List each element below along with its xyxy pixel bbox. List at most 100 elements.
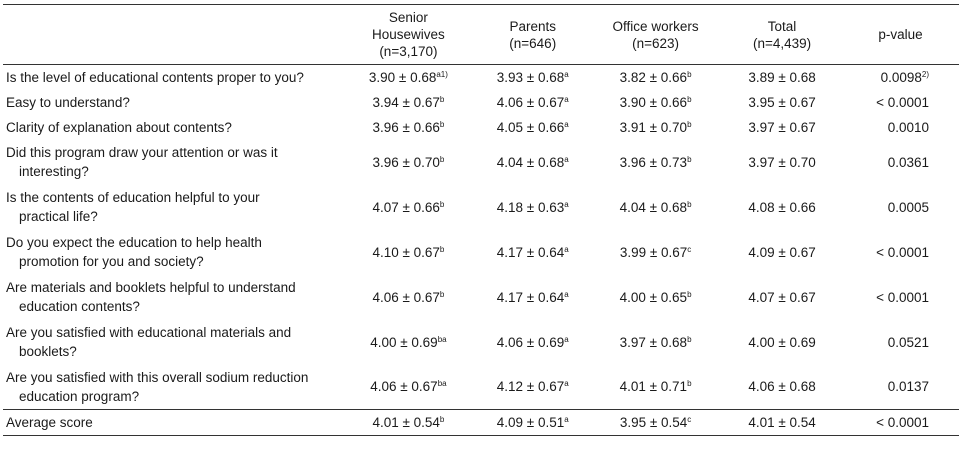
value-cell: 3.96 ± 0.66b	[340, 115, 476, 140]
p-value-cell: < 0.0001	[842, 410, 959, 436]
superscript-note: b	[439, 94, 445, 104]
mean-sd: 4.17 ± 0.64	[496, 289, 565, 305]
value-cell: 3.90 ± 0.68a1)	[340, 65, 476, 90]
column-header-line: Total	[767, 18, 797, 34]
column-header-line: p-value	[878, 27, 923, 42]
superscript-note: c	[687, 244, 692, 254]
mean-sd: 4.09 ± 0.67	[748, 244, 816, 260]
value-cell: 4.07 ± 0.67	[722, 275, 842, 320]
question-cell: Are you satisfied with educational mater…	[3, 320, 340, 365]
value-cell: 4.06 ± 0.67ba	[340, 365, 476, 410]
value-cell: 4.01 ± 0.71b	[589, 365, 722, 410]
mean-sd: 3.97 ± 0.68	[619, 334, 688, 350]
mean-sd: 3.91 ± 0.70	[619, 119, 688, 135]
column-header-office-workers: Office workers (n=623)	[589, 5, 722, 65]
superscript-note: a	[564, 415, 569, 424]
question-text: Are you satisfied with this overall sodi…	[6, 369, 309, 385]
superscript-note: b	[687, 119, 692, 129]
question-text: Clarity of explanation about contents?	[6, 119, 232, 135]
question-cell: Easy to understand?	[3, 90, 340, 115]
mean-sd: 4.12 ± 0.67	[496, 379, 565, 395]
value-cell: 4.04 ± 0.68b	[589, 185, 722, 230]
value-cell: 4.01 ± 0.54	[722, 410, 842, 436]
mean-sd: 4.07 ± 0.67	[748, 289, 816, 305]
table-row: Clarity of explanation about contents? 3.…	[3, 115, 959, 140]
question-cell: Did this program draw your attention or …	[3, 140, 340, 185]
value-cell: 4.08 ± 0.66	[722, 185, 842, 230]
question-text: interesting?	[19, 164, 89, 179]
table-row: Easy to understand? 3.94 ± 0.67b 4.06 ± 0.…	[3, 90, 959, 115]
table-row: Are you satisfied with educational mater…	[3, 320, 959, 365]
question-text: Easy to understand?	[6, 94, 130, 110]
value-cell: 4.07 ± 0.66b	[340, 185, 476, 230]
question-text: Do you expect the education to help heal…	[6, 235, 262, 250]
value-cell: 3.94 ± 0.67b	[340, 90, 476, 115]
column-header-line: (n=646)	[509, 35, 557, 51]
question-text: Are you satisfied with educational mater…	[6, 325, 292, 340]
table-row: Are materials and booklets helpful to un…	[3, 275, 959, 320]
value-cell: 3.95 ± 0.54c	[589, 410, 722, 436]
p-value-cell: 0.0005	[842, 185, 959, 230]
table-header: Senior Housewives (n=3,170) Parents (n=646) O…	[3, 4, 959, 65]
superscript-note: b	[439, 289, 445, 299]
question-text: Are materials and booklets helpful to un…	[6, 280, 296, 295]
column-header-line: Office workers	[612, 18, 699, 34]
p-value-cell: 0.00982)	[842, 65, 959, 90]
mean-sd: 3.97 ± 0.70	[748, 154, 816, 170]
question-cell: Are you satisfied with this overall sodi…	[3, 365, 340, 410]
p-value: < 0.0001	[876, 244, 929, 260]
superscript-note: a1)	[436, 69, 448, 79]
value-cell: 4.06 ± 0.67b	[340, 275, 476, 320]
question-text: booklets?	[19, 344, 77, 359]
column-header-line: (n=3,170)	[379, 44, 438, 59]
value-cell: 4.04 ± 0.68a	[476, 140, 589, 185]
superscript-note: b	[439, 244, 445, 254]
p-value-cell: 0.0521	[842, 320, 959, 365]
p-value: 0.0010	[887, 119, 929, 135]
value-cell: 3.97 ± 0.68b	[589, 320, 722, 365]
p-value-cell: 0.0137	[842, 365, 959, 410]
mean-sd: 4.18 ± 0.63	[496, 199, 565, 215]
value-cell: 4.00 ± 0.65b	[589, 275, 722, 320]
superscript-note: b	[687, 289, 692, 299]
table-row: Did this program draw your attention or …	[3, 140, 959, 185]
superscript-note: b	[687, 94, 692, 104]
mean-sd: 3.93 ± 0.68	[496, 69, 565, 85]
mean-sd: 4.01 ± 0.71	[619, 379, 688, 395]
mean-sd: 3.90 ± 0.66	[619, 94, 688, 110]
question-text: promotion for you and society?	[19, 254, 204, 269]
superscript-note: ba	[437, 379, 447, 389]
value-cell: 3.97 ± 0.70	[722, 140, 842, 185]
superscript-note: b	[687, 154, 692, 164]
p-value: 0.0361	[887, 154, 929, 170]
mean-sd: 3.96 ± 0.73	[619, 154, 688, 170]
value-cell: 4.09 ± 0.51a	[476, 410, 589, 436]
p-value-cell: < 0.0001	[842, 230, 959, 275]
p-value: 0.0137	[887, 379, 929, 395]
question-text: Is the contents of education helpful to …	[6, 190, 260, 205]
value-cell: 4.00 ± 0.69ba	[340, 320, 476, 365]
column-header-parents: Parents (n=646)	[476, 5, 589, 65]
value-cell: 4.01 ± 0.54b	[340, 410, 476, 436]
mean-sd: 4.06 ± 0.68	[748, 379, 816, 395]
header-row: Senior Housewives (n=3,170) Parents (n=646) O…	[3, 5, 959, 65]
column-header-line: (n=4,439)	[752, 35, 812, 51]
value-cell: 4.17 ± 0.64a	[476, 230, 589, 275]
mean-sd: 3.99 ± 0.67	[619, 244, 688, 260]
value-cell: 3.97 ± 0.67	[722, 115, 842, 140]
question-text: Average score	[6, 415, 93, 430]
superscript-note: b	[687, 199, 692, 209]
superscript-note: b	[687, 69, 692, 79]
p-value: < 0.0001	[876, 94, 929, 110]
question-cell: Average score	[3, 410, 340, 436]
mean-sd: 4.01 ± 0.54	[372, 415, 440, 430]
column-header-line: Housewives	[372, 27, 445, 42]
mean-sd: 4.17 ± 0.64	[496, 244, 565, 260]
superscript-note: a	[564, 289, 569, 299]
value-cell: 4.09 ± 0.67	[722, 230, 842, 275]
superscript-note: b	[439, 415, 445, 424]
column-header-question	[3, 5, 340, 65]
mean-sd: 4.01 ± 0.54	[748, 415, 816, 430]
table-row: Do you expect the education to help heal…	[3, 230, 959, 275]
mean-sd: 4.06 ± 0.67	[370, 379, 438, 395]
